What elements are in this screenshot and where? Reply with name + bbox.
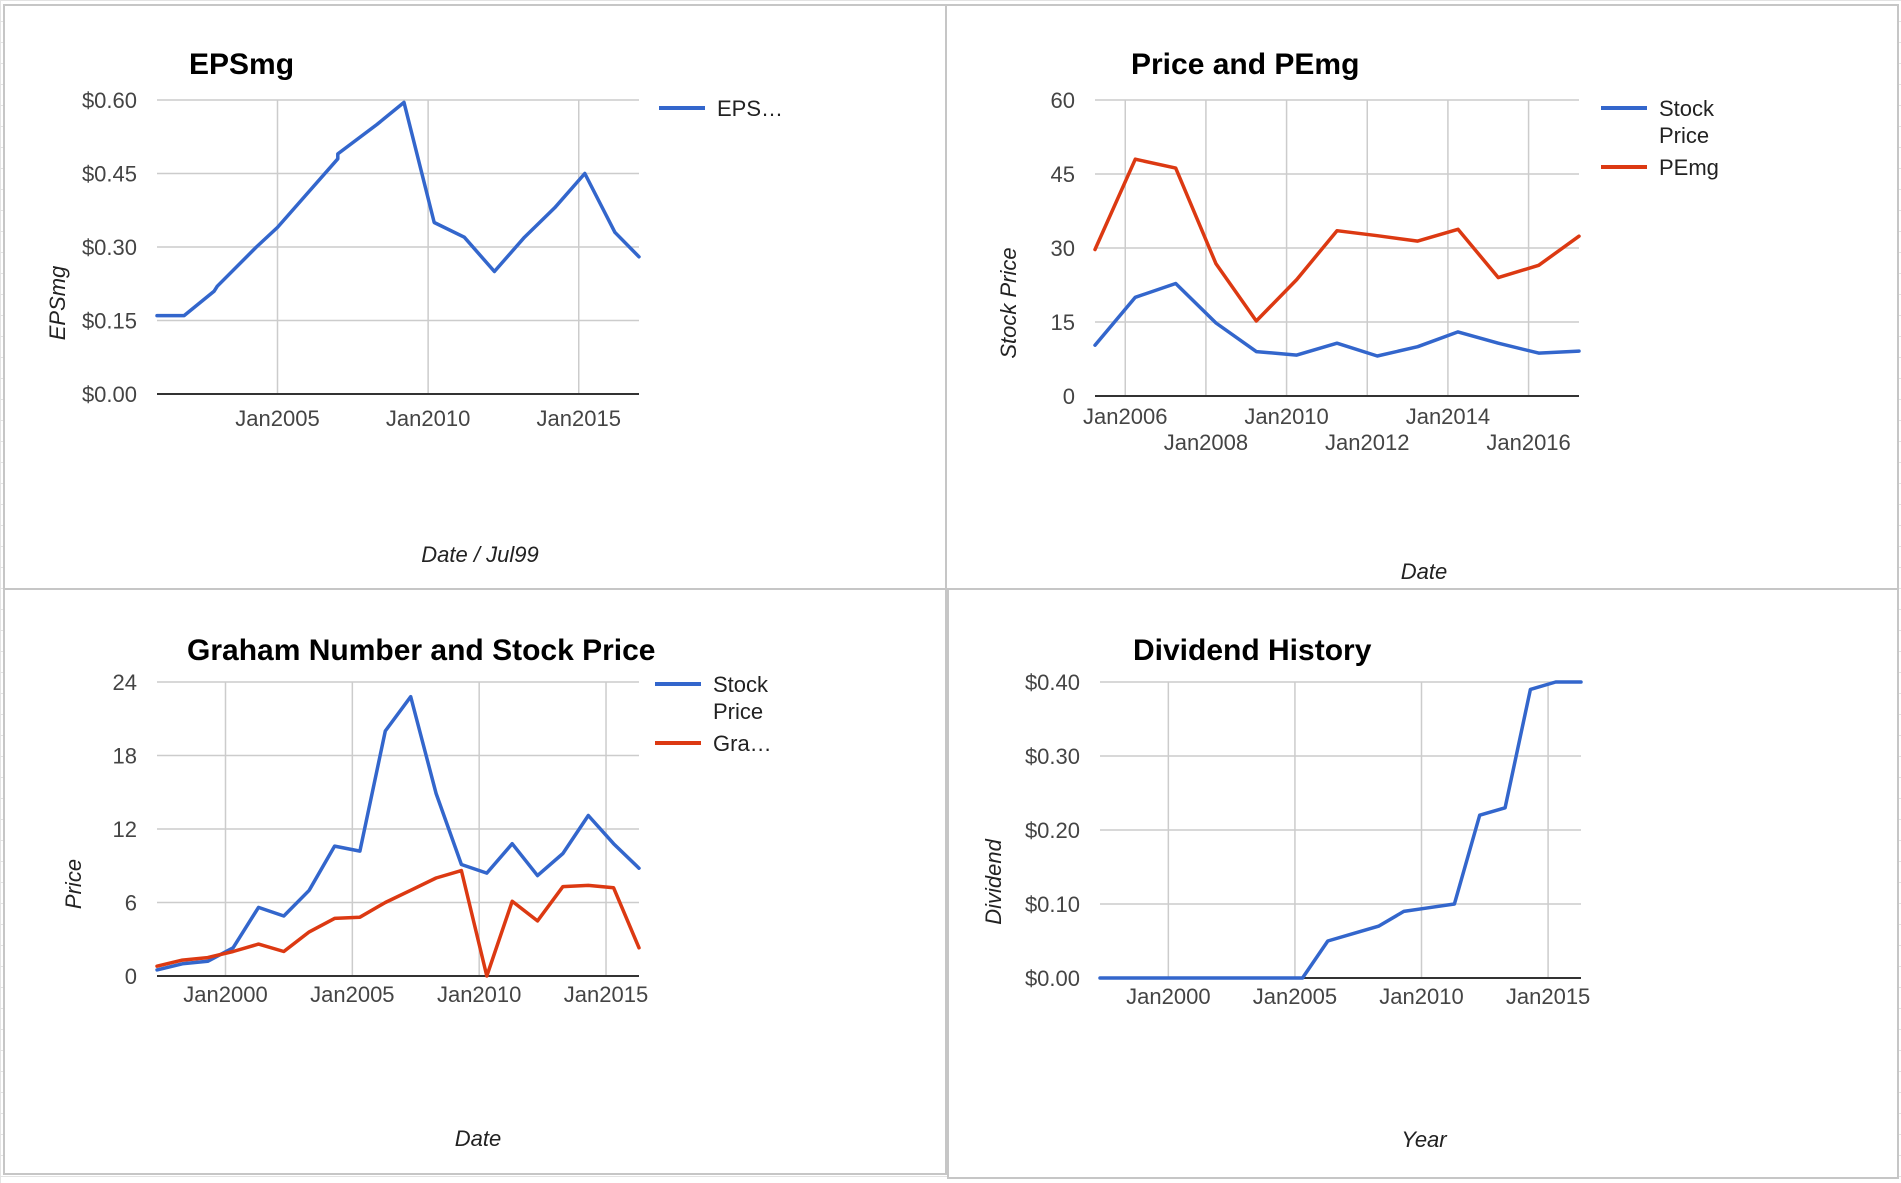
x-tick-label: Jan2005 (235, 406, 319, 431)
x-tick-label: Jan2015 (537, 406, 621, 431)
legend-label: Gra… (713, 731, 772, 756)
chart-title: Price and PEmg (1131, 48, 1359, 81)
y-tick-label: 12 (113, 817, 137, 842)
legend-label: Price (1659, 123, 1709, 148)
chart-panel-eps: EPSmg $0.00 $0.15 $0.30 $0.45 $0.60 Jan2005 J… (3, 4, 947, 590)
series-lines (1093, 157, 1581, 358)
series-lines (155, 100, 641, 318)
y-tick-label: $0.00 (1025, 966, 1080, 991)
y-axis-label: Price (61, 859, 86, 909)
chart-panel-price-pe: Price and PEmg 0 15 30 45 60 Jan2006 Jan2008 J… (945, 4, 1899, 590)
x-tick-label: Jan2006 (1083, 404, 1167, 429)
x-tick-label: Jan2000 (1126, 984, 1210, 1009)
y-axis-label: Stock Price (996, 247, 1021, 358)
y-tick-label: 30 (1051, 236, 1075, 261)
y-tick-label: 18 (113, 744, 137, 769)
y-tick-label: 45 (1051, 162, 1075, 187)
x-tick-label: Jan2010 (437, 982, 521, 1007)
y-tick-label: $0.30 (1025, 744, 1080, 769)
series-lines (1098, 680, 1583, 980)
y-tick-label: 60 (1051, 88, 1075, 113)
chart-title: Graham Number and Stock Price (187, 634, 656, 667)
series-line (1093, 281, 1581, 358)
y-tick-labels: 0 6 12 18 24 (113, 670, 137, 989)
y-tick-labels: $0.00 $0.10 $0.20 $0.30 $0.40 (1025, 670, 1080, 991)
legend-label: Stock (713, 672, 769, 697)
legend-entry[interactable]: EPS… (659, 96, 783, 121)
graham-chart: Graham Number and Stock Price 0 6 12 18 24 J… (61, 634, 772, 1151)
y-tick-label: $0.10 (1025, 892, 1080, 917)
legend-label: EPS… (717, 96, 783, 121)
legend-label: Stock (1659, 96, 1715, 121)
x-axis-label: Year (1401, 1127, 1448, 1152)
y-tick-label: 6 (125, 891, 137, 916)
x-tick-label: Jan2010 (1244, 404, 1328, 429)
x-tick-labels: Jan2000 Jan2005 Jan2010 Jan2015 (183, 982, 648, 1007)
x-tick-labels: Jan2006Jan2008Jan2010Jan2012Jan2014Jan20… (1083, 404, 1571, 455)
legend-entry[interactable]: PEmg (1601, 155, 1719, 180)
y-tick-label: 15 (1051, 310, 1075, 335)
chart-title: EPSmg (189, 48, 294, 81)
y-tick-label: $0.00 (82, 382, 137, 407)
y-tick-label: $0.60 (82, 88, 137, 113)
x-tick-label: Jan2010 (386, 406, 470, 431)
x-axis-label: Date / Jul99 (421, 542, 538, 567)
chart-panel-graham: Graham Number and Stock Price 0 6 12 18 24 J… (3, 588, 947, 1175)
gridlines (157, 681, 639, 977)
x-tick-label: Jan2010 (1379, 984, 1463, 1009)
series-line (155, 694, 641, 972)
dividend-chart: Dividend History $0.00$0.10$0.20$0.30$0.… (981, 634, 1590, 1152)
x-tick-label: Jan2015 (564, 982, 648, 1007)
x-tick-label: Jan2005 (310, 982, 394, 1007)
x-tick-label: Jan2015 (1506, 984, 1590, 1009)
y-tick-labels: $0.00 $0.15 $0.30 $0.45 $0.60 (82, 88, 137, 407)
y-tick-labels: 0 15 30 45 60 (1051, 88, 1075, 409)
chart-title: Dividend History (1133, 634, 1372, 667)
x-axis-label: Date (1401, 559, 1447, 584)
gridlines (157, 99, 639, 395)
y-tick-label: $0.20 (1025, 818, 1080, 843)
y-tick-label: $0.15 (82, 309, 137, 334)
y-tick-label: $0.30 (82, 235, 137, 260)
y-tick-label: 0 (125, 964, 137, 989)
y-tick-label: 0 (1063, 384, 1075, 409)
series-lines (155, 694, 641, 978)
x-tick-label: Jan2014 (1406, 404, 1490, 429)
series-line (155, 100, 641, 318)
gridlines (1095, 99, 1579, 397)
x-tick-label: Jan2000 (183, 982, 267, 1007)
legend-label: PEmg (1659, 155, 1719, 180)
series-line (1098, 680, 1583, 980)
y-axis-label: EPSmg (45, 265, 70, 340)
series-line (1093, 157, 1581, 323)
series-line (155, 868, 641, 978)
y-tick-label: 24 (113, 670, 137, 695)
y-axis-label: Dividend (981, 838, 1006, 924)
y-tick-label: $0.45 (82, 162, 137, 187)
chart-panel-dividend: Dividend History $0.00 $0.10 $0.20 $0.30 $0.… (947, 588, 1899, 1179)
x-tick-label: Jan2016 (1486, 430, 1570, 455)
eps-chart: EPSmg $0.00$0.15$0.30$0.45$0.60 Jan2005 J… (45, 48, 783, 567)
legend-entry[interactable]: Gra… (655, 731, 772, 756)
y-tick-label: $0.40 (1025, 670, 1080, 695)
gridlines (1100, 681, 1581, 979)
legend[interactable]: EPS… (659, 96, 783, 121)
x-tick-label: Jan2008 (1164, 430, 1248, 455)
x-tick-labels: Jan2000 Jan2005 Jan2010 Jan2015 (1126, 984, 1590, 1009)
x-tick-labels: Jan2005 Jan2010 Jan2015 (235, 406, 621, 431)
legend-label: Price (713, 699, 763, 724)
x-axis-label: Date (455, 1126, 501, 1151)
x-tick-label: Jan2005 (1253, 984, 1337, 1009)
x-tick-label: Jan2012 (1325, 430, 1409, 455)
